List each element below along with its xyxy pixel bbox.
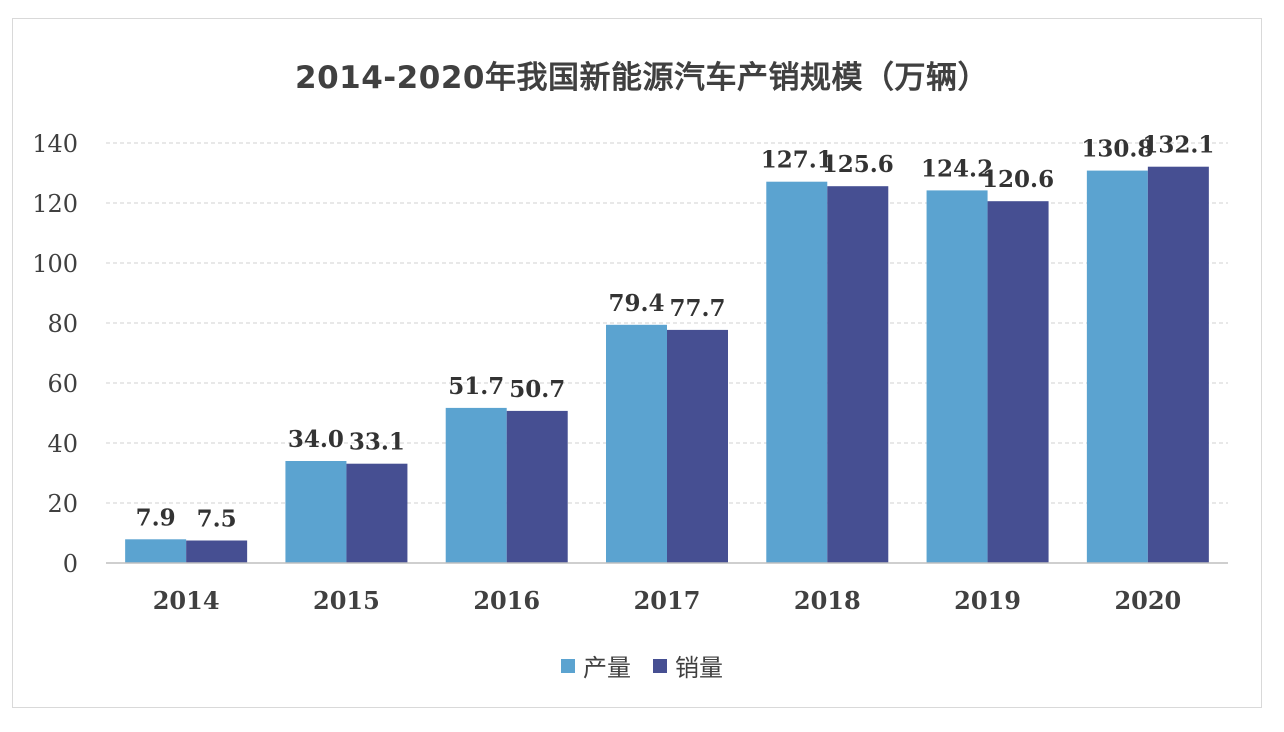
y-axis-ticks: 0 20 40 60 80 100 120 140	[32, 130, 78, 578]
bar-production-2020	[1086, 170, 1148, 563]
legend-swatch-sales	[653, 658, 667, 673]
bar-production-2015	[285, 461, 347, 563]
legend-item-sales: 销量	[653, 648, 723, 683]
data-label-production-2015: 34.0	[288, 426, 344, 453]
data-label-production-2019: 124.2	[921, 155, 993, 182]
data-labels: 7.9 7.5 34.0 33.1 51.7 50.7 79.4 77.7 127.1125.6…	[136, 132, 1215, 533]
bar-production-2016	[445, 407, 507, 563]
bar-production-2014	[125, 539, 187, 563]
bar-sales-2018	[827, 186, 889, 563]
data-label-production-2020: 130.8	[1081, 136, 1153, 163]
x-tick-2018: 2018	[794, 586, 861, 615]
y-tick-0: 0	[63, 550, 78, 578]
data-label-sales-2020: 132.1	[1142, 132, 1214, 159]
bar-production-2018	[766, 181, 828, 563]
data-label-sales-2014: 7.5	[197, 506, 237, 533]
data-label-sales-2019: 120.6	[982, 166, 1054, 193]
data-label-sales-2018: 125.6	[822, 151, 894, 178]
x-tick-2015: 2015	[313, 586, 380, 615]
bar-sales-2020	[1147, 166, 1209, 563]
x-tick-2014: 2014	[153, 586, 220, 615]
bar-sales-2017	[667, 329, 728, 563]
bar-sales-2015	[346, 463, 408, 563]
legend-item-production: 产量	[561, 648, 631, 683]
data-label-sales-2015: 33.1	[349, 429, 405, 456]
bar-sales-2019	[987, 201, 1049, 563]
y-tick-20: 20	[47, 490, 78, 518]
y-tick-40: 40	[47, 430, 78, 458]
bar-sales-2014	[186, 540, 248, 563]
data-label-production-2016: 51.7	[448, 373, 504, 400]
legend: 产量 销量	[0, 648, 1284, 683]
legend-label-production: 产量	[583, 654, 631, 682]
x-tick-2019: 2019	[954, 586, 1021, 615]
legend-swatch-production	[561, 658, 575, 673]
bars	[125, 166, 1209, 563]
legend-label-sales: 销量	[675, 654, 723, 682]
chart-title: 2014-2020年我国新能源汽车产销规模（万辆）	[295, 60, 989, 96]
y-tick-140: 140	[32, 130, 78, 158]
x-tick-2017: 2017	[634, 586, 701, 615]
data-label-sales-2016: 50.7	[509, 376, 565, 403]
y-tick-120: 120	[32, 190, 78, 218]
bar-sales-2016	[506, 410, 568, 563]
bar-production-2017	[606, 324, 667, 563]
y-tick-100: 100	[32, 250, 78, 278]
x-tick-2016: 2016	[473, 586, 540, 615]
x-axis-ticks: 2014 2015 2016 2017 2018 2019 2020	[153, 586, 1182, 615]
data-label-production-2014: 7.9	[136, 504, 176, 531]
bar-production-2019	[926, 190, 988, 563]
y-tick-60: 60	[47, 370, 78, 398]
data-label-production-2017: 79.4	[608, 290, 664, 317]
y-tick-80: 80	[47, 310, 78, 338]
data-label-production-2018: 127.1	[761, 147, 833, 174]
data-label-sales-2017: 77.7	[669, 295, 725, 322]
x-tick-2020: 2020	[1114, 586, 1181, 615]
